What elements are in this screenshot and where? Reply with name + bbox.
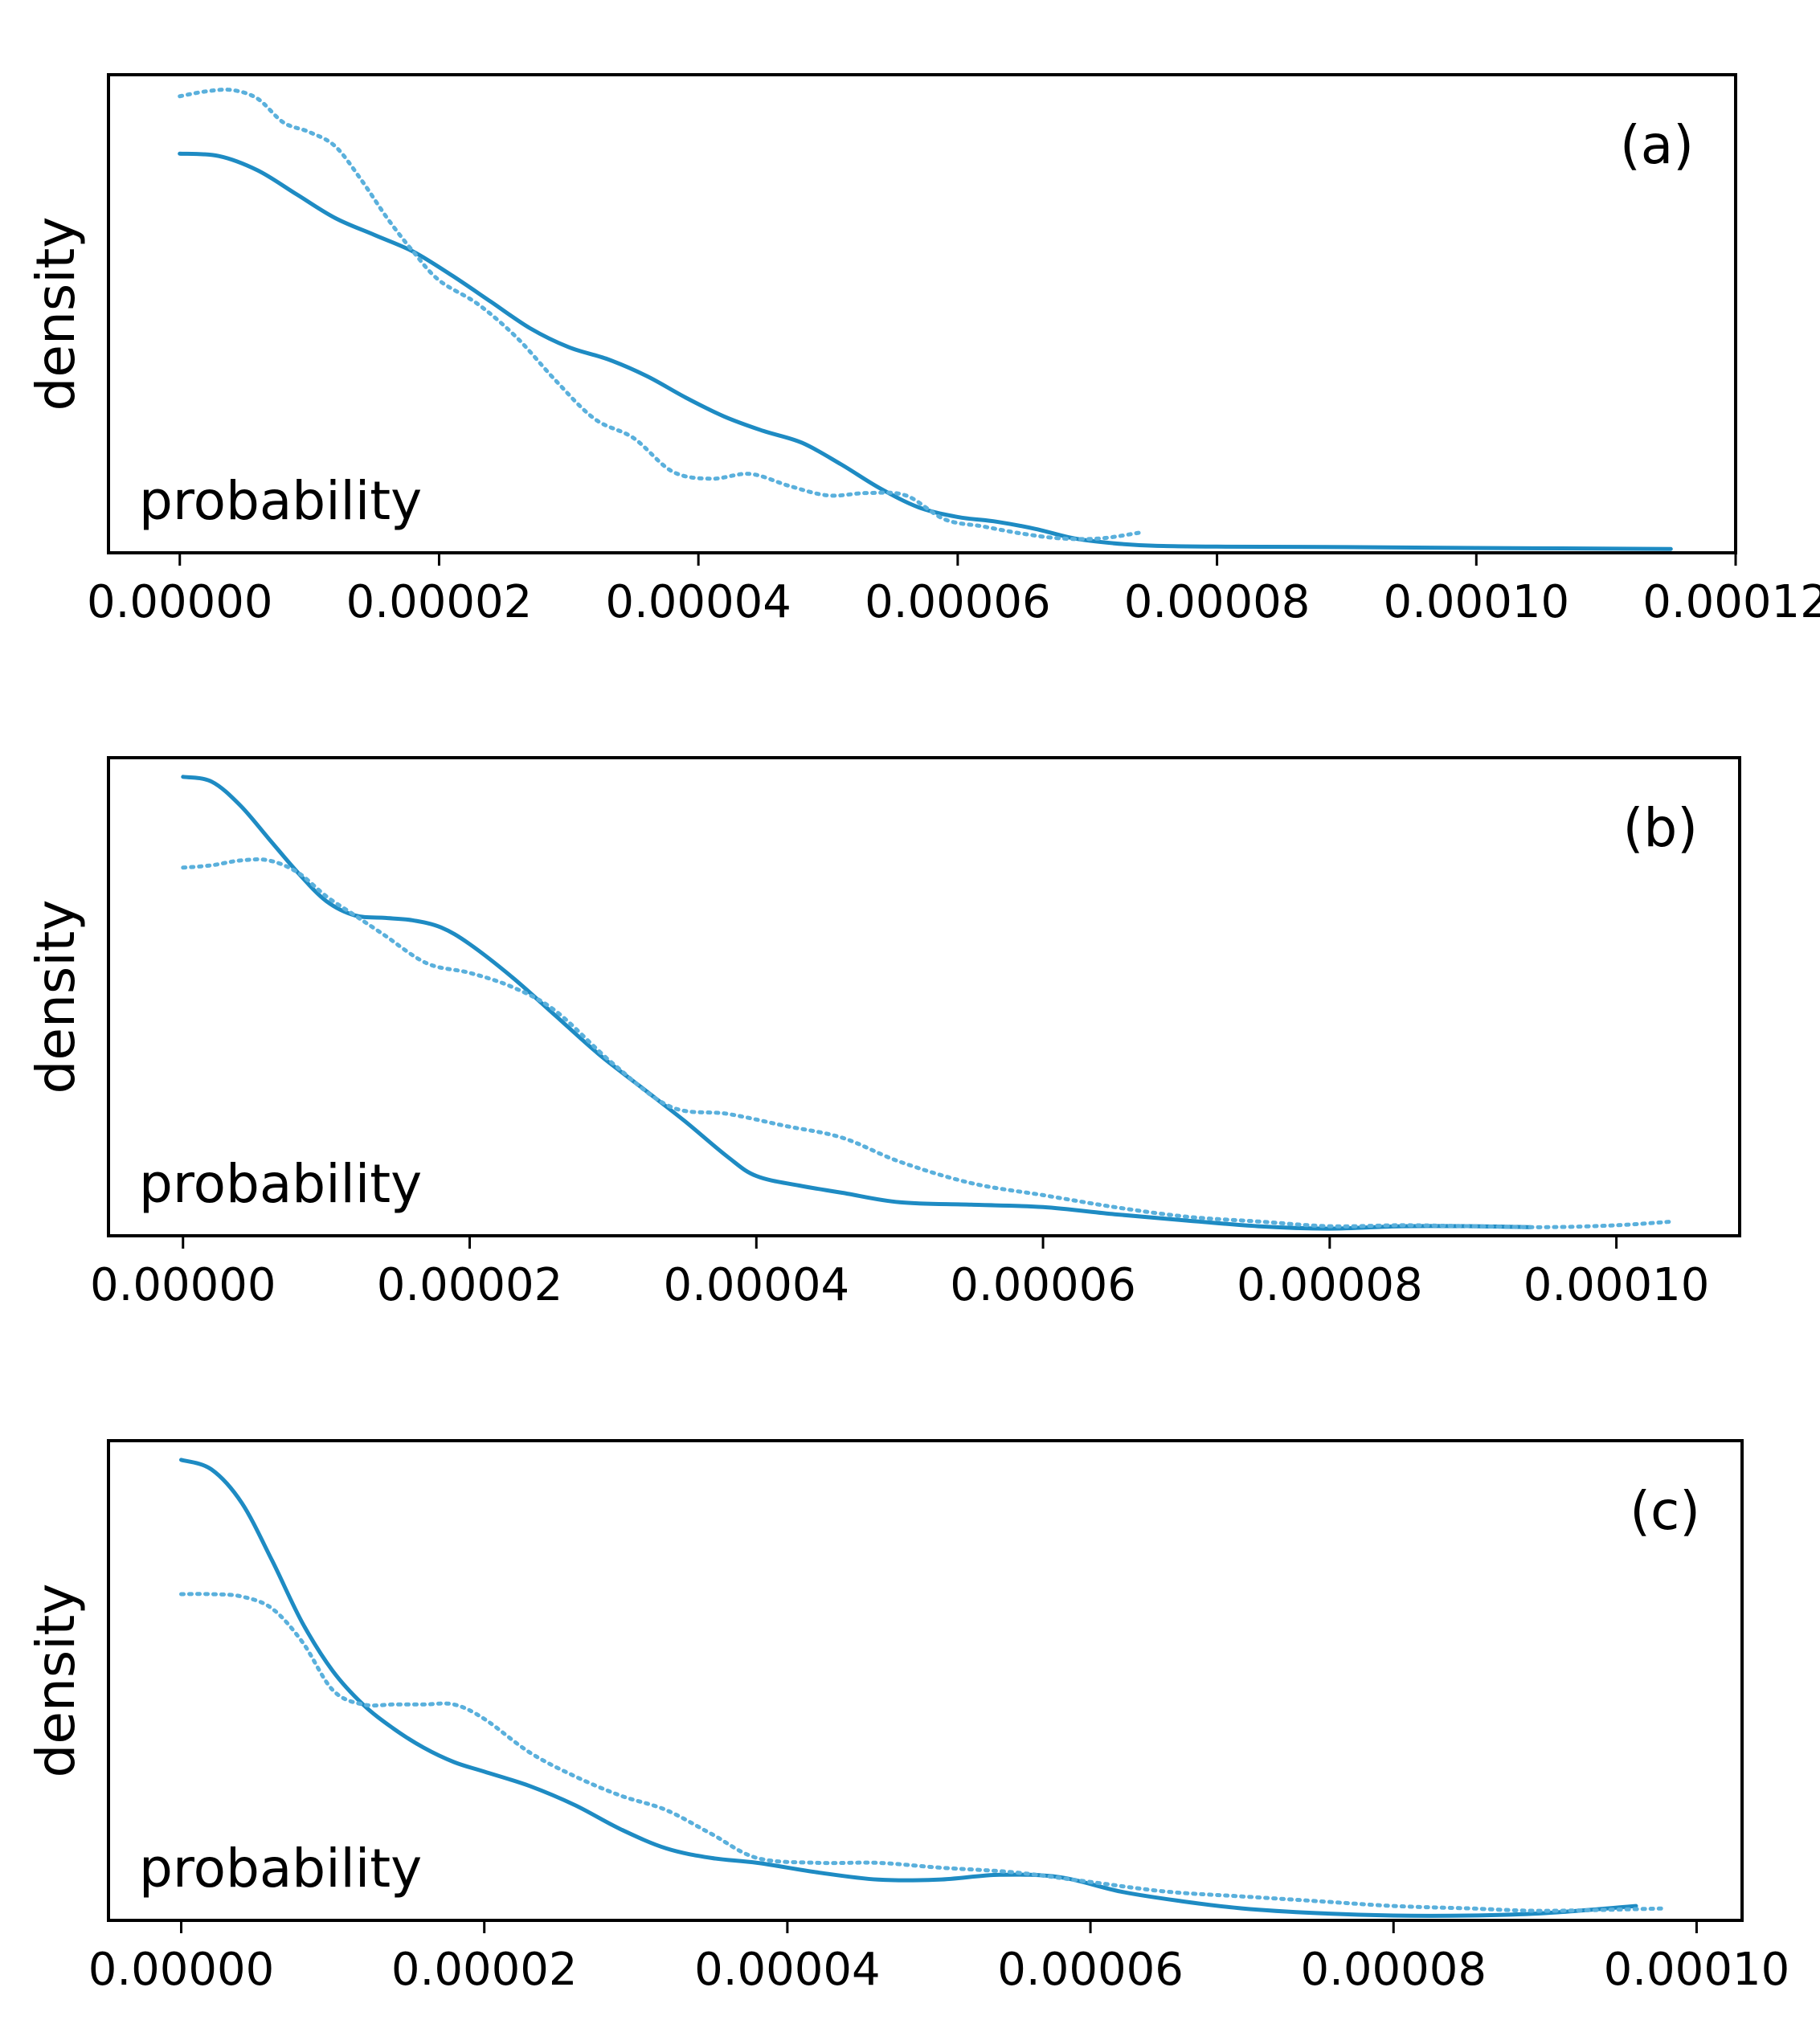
y-axis-label: density	[25, 217, 87, 411]
x-tick-label: 0.00006	[950, 1259, 1136, 1311]
corner-text: probability	[139, 470, 422, 532]
series-line-solid	[179, 1458, 1638, 1918]
chart-panel-2: 0.00000 0.00002 0.00004 0.00006 0.00008 0.000…	[25, 756, 1741, 1311]
x-tick-label: 0.00006	[997, 1944, 1184, 1996]
series-line-dotted	[179, 1592, 1669, 1913]
x-tick-label: 0.00010	[1523, 1259, 1710, 1311]
plot-frame	[107, 1439, 1744, 1922]
x-tick-label: 0.00002	[346, 576, 533, 628]
x-tick-label: 0.00006	[865, 576, 1051, 628]
x-tick-label: 0.00008	[1237, 1259, 1423, 1311]
x-tick-label: 0.00008	[1300, 1944, 1487, 1996]
x-tick-label: 0.00008	[1124, 576, 1311, 628]
x-tick-label: 0.00010	[1384, 576, 1570, 628]
x-tick-label: 0.00012	[1642, 576, 1820, 628]
x-tick-label: 0.00000	[88, 1944, 275, 1996]
panel-label: (a)	[1620, 114, 1694, 176]
y-axis-label: density	[25, 1584, 87, 1778]
panel-label: (c)	[1630, 1480, 1700, 1542]
series-line-solid	[181, 775, 1533, 1231]
x-tick-label: 0.00004	[694, 1944, 881, 1996]
y-axis-label: density	[25, 900, 87, 1094]
x-tick-label: 0.00004	[664, 1259, 850, 1311]
x-tick-label: 0.00002	[377, 1259, 563, 1311]
x-tick-label: 0.00004	[605, 576, 791, 628]
x-tick-label: 0.00010	[1604, 1944, 1790, 1996]
series-line-dotted	[181, 857, 1676, 1229]
x-tick-label: 0.00000	[87, 576, 273, 628]
chart-panel-3: 0.00000 0.00002 0.00004 0.00006 0.00008 0.000…	[25, 1439, 1790, 1996]
corner-text: probability	[139, 1838, 422, 1899]
plot-frame	[107, 73, 1737, 554]
corner-text: probability	[139, 1153, 422, 1215]
x-tick-label: 0.00002	[391, 1944, 578, 1996]
series-line-solid	[178, 151, 1673, 551]
x-tick-label: 0.00000	[90, 1259, 276, 1311]
plot-frame	[107, 756, 1741, 1237]
panel-label: (b)	[1623, 797, 1698, 859]
series-line-dotted	[178, 88, 1142, 542]
chart-panel-1: 0.00000 0.00002 0.00004 0.00006 0.00008 0.000…	[25, 73, 1820, 628]
